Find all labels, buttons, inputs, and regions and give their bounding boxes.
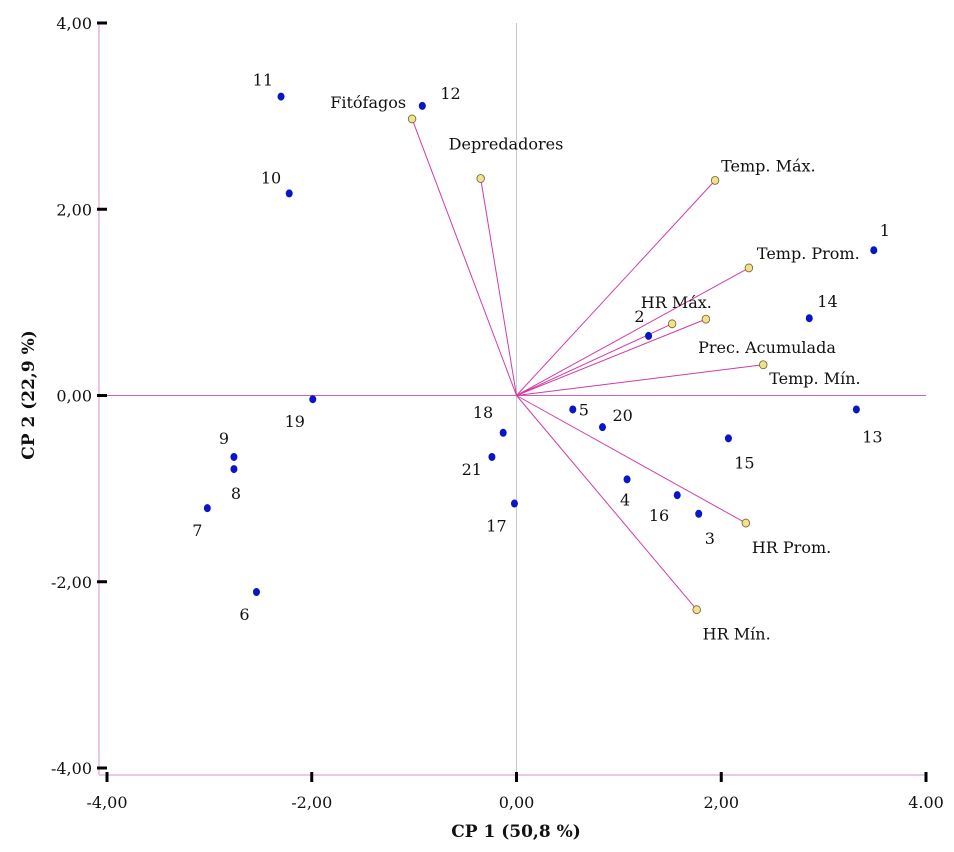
y-tick-label: 2,00 — [56, 200, 92, 219]
observation-point — [673, 491, 681, 500]
observation-label: 17 — [486, 517, 506, 536]
observation-label: 20 — [612, 406, 632, 425]
observation-label: 2 — [634, 307, 644, 326]
x-tick-label: -2,00 — [291, 793, 332, 812]
variable-point — [741, 518, 751, 528]
x-tick-label: 2,00 — [703, 793, 739, 812]
observation-label: 16 — [649, 506, 669, 525]
variable-label: Depredadores — [449, 135, 564, 154]
y-tick-label: -4,00 — [51, 759, 92, 778]
variable-points — [407, 114, 768, 615]
observation-point — [499, 428, 507, 437]
observation-point — [285, 189, 293, 198]
observation-label: 11 — [253, 71, 273, 90]
observation-label: 14 — [817, 292, 837, 311]
y-tick-label: 4,00 — [56, 14, 92, 33]
y-axis-title: CP 2 (22,9 %) — [19, 330, 39, 460]
variable-label: Prec. Acumulada — [698, 338, 836, 357]
variable-label: HR Mín. — [703, 625, 771, 644]
observation-point — [230, 452, 238, 461]
observation-point — [252, 587, 260, 596]
observation-point — [870, 246, 878, 255]
variable-vector — [516, 318, 707, 396]
observation-point — [277, 92, 285, 101]
observation-points — [203, 92, 878, 596]
observation-label: 9 — [219, 429, 229, 448]
y-tick-label: 0,00 — [56, 387, 92, 406]
variable-point — [407, 114, 417, 124]
observation-label: 1 — [880, 221, 890, 240]
observation-label: 10 — [261, 168, 281, 187]
observation-label: 21 — [462, 460, 482, 479]
observation-label: 4 — [620, 490, 630, 509]
variable-vector — [480, 178, 517, 396]
variable-label: Fitófagos — [330, 93, 406, 112]
x-axis-title: CP 1 (50,8 %) — [451, 822, 581, 842]
chart-frame — [98, 23, 926, 776]
observation-point — [724, 434, 732, 443]
x-tick-label: 4.00 — [908, 793, 944, 812]
variable-vector — [516, 180, 716, 396]
observation-label: 12 — [440, 84, 460, 103]
x-tick-label: 0,00 — [499, 793, 535, 812]
variable-label: Temp. Prom. — [757, 244, 860, 263]
variable-vector — [516, 395, 698, 611]
variable-label: Temp. Mín. — [769, 369, 860, 388]
y-tick-label: -2,00 — [51, 573, 92, 592]
variable-vector — [516, 267, 750, 396]
observation-point — [230, 465, 238, 474]
observation-label: 7 — [192, 521, 202, 540]
observation-point — [645, 331, 653, 340]
variable-label: Temp. Máx. — [721, 156, 816, 175]
observation-label: 6 — [239, 605, 249, 624]
variable-point — [476, 174, 485, 183]
variable-point — [710, 175, 720, 185]
observation-label: 3 — [705, 529, 715, 548]
variable-point — [692, 605, 701, 615]
observation-label: 18 — [473, 403, 493, 422]
observation-point — [623, 475, 631, 484]
observation-point — [598, 423, 606, 432]
observation-point — [510, 499, 518, 508]
variable-vector — [516, 364, 764, 396]
observation-label: 13 — [862, 427, 882, 446]
observation-point — [309, 395, 317, 404]
variable-label: HR Máx. — [641, 293, 712, 312]
variable-point — [759, 360, 768, 370]
observation-point — [203, 504, 211, 513]
variable-point — [701, 314, 711, 324]
axis-ticks: 4,00 2,00 0,00 -2,00 -4,00 -4,00 -2,00 0,00 2,00… — [51, 14, 944, 812]
observation-label: 15 — [734, 453, 754, 472]
observation-point — [852, 405, 860, 414]
variable-vector — [411, 118, 517, 396]
observation-label: 5 — [579, 400, 589, 419]
observation-label: 19 — [285, 412, 305, 431]
variable-point — [744, 263, 754, 273]
variable-label: HR Prom. — [752, 538, 831, 557]
observation-point — [805, 314, 813, 323]
observation-point — [488, 452, 496, 461]
x-tick-label: -4,00 — [86, 793, 127, 812]
observation-point — [569, 405, 577, 414]
variable-point — [667, 319, 677, 329]
observation-point — [695, 509, 703, 518]
observation-label: 8 — [231, 484, 241, 503]
variable-vector — [516, 395, 747, 524]
observation-point — [418, 101, 426, 110]
